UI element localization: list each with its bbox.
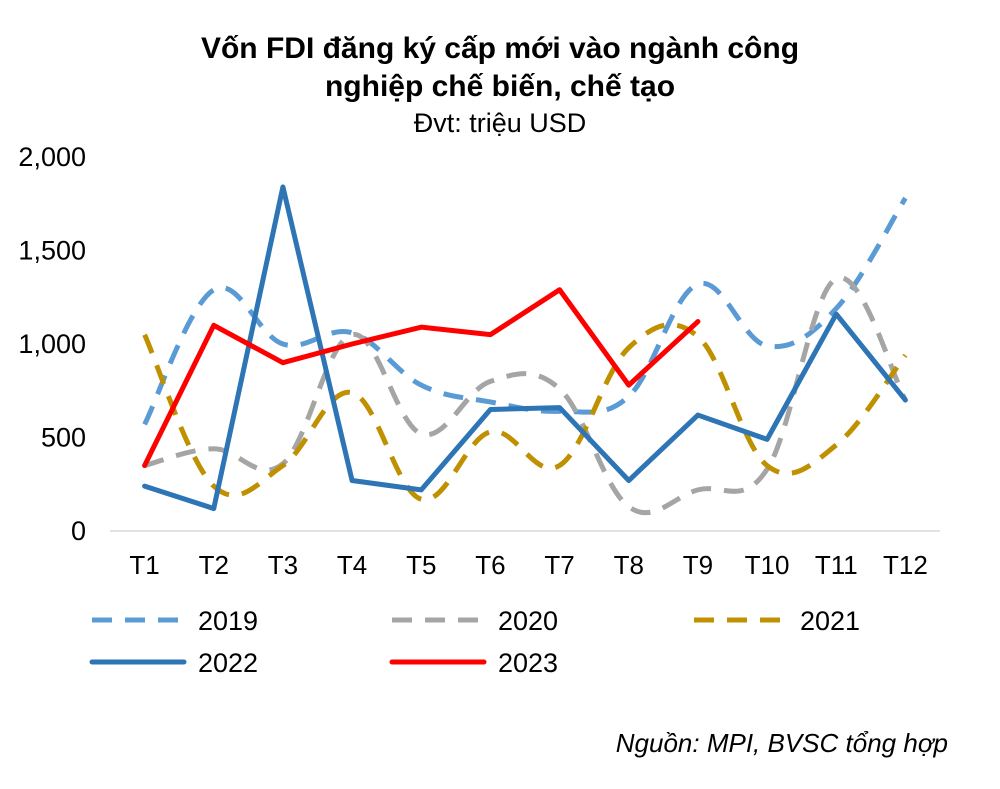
x-tick-label: T2 bbox=[199, 550, 229, 580]
legend-label-2019: 2019 bbox=[198, 606, 258, 636]
legend-label-2023: 2023 bbox=[498, 648, 558, 678]
axis-layer: 0 500 1,000 1,500 2,000 T1 T2 T3 T4 T5 T6 T7 T8 T9 T10… bbox=[18, 142, 940, 580]
chart-title-line-1: Vốn FDI đăng ký cấp mới vào ngành công bbox=[200, 32, 800, 65]
chart-title-line-2: nghiệp chế biến, chế tạo bbox=[324, 70, 676, 103]
y-tick-label: 1,000 bbox=[18, 329, 86, 359]
x-tick-label: T7 bbox=[544, 550, 574, 580]
series-line-2022 bbox=[142, 184, 908, 512]
legend: 2019 2020 2021 2022 2023 bbox=[89, 606, 860, 678]
x-tick-label: T3 bbox=[268, 550, 298, 580]
legend-label-2021: 2021 bbox=[800, 606, 860, 636]
chart-subtitle: Đvt: triệu USD bbox=[413, 108, 587, 138]
y-tick-label: 2,000 bbox=[18, 142, 86, 172]
x-tick-label: T12 bbox=[883, 550, 928, 580]
series-line-2019 bbox=[142, 196, 908, 426]
x-tick-label: T9 bbox=[683, 550, 713, 580]
series-line-2020 bbox=[143, 275, 908, 516]
legend-label-2022: 2022 bbox=[198, 648, 258, 678]
x-tick-label: T4 bbox=[337, 550, 367, 580]
series-layer bbox=[142, 184, 908, 516]
x-tick-label: T8 bbox=[614, 550, 644, 580]
x-tick-label: T5 bbox=[406, 550, 436, 580]
series-line-2023 bbox=[142, 287, 701, 469]
x-tick-label: T10 bbox=[745, 550, 790, 580]
legend-label-2020: 2020 bbox=[498, 606, 558, 636]
x-tick-label: T11 bbox=[815, 550, 858, 580]
source-note: Nguồn: MPI, BVSC tổng hợp bbox=[615, 728, 948, 758]
x-tick-label: T1 bbox=[129, 550, 159, 580]
y-tick-label: 1,500 bbox=[18, 236, 86, 266]
series-line-2021 bbox=[142, 322, 908, 502]
x-tick-label: T6 bbox=[475, 550, 505, 580]
y-tick-label: 0 bbox=[71, 516, 86, 546]
y-tick-label: 500 bbox=[41, 423, 86, 453]
chart-title: Vốn FDI đăng ký cấp mới vào ngành công n… bbox=[0, 30, 1000, 140]
